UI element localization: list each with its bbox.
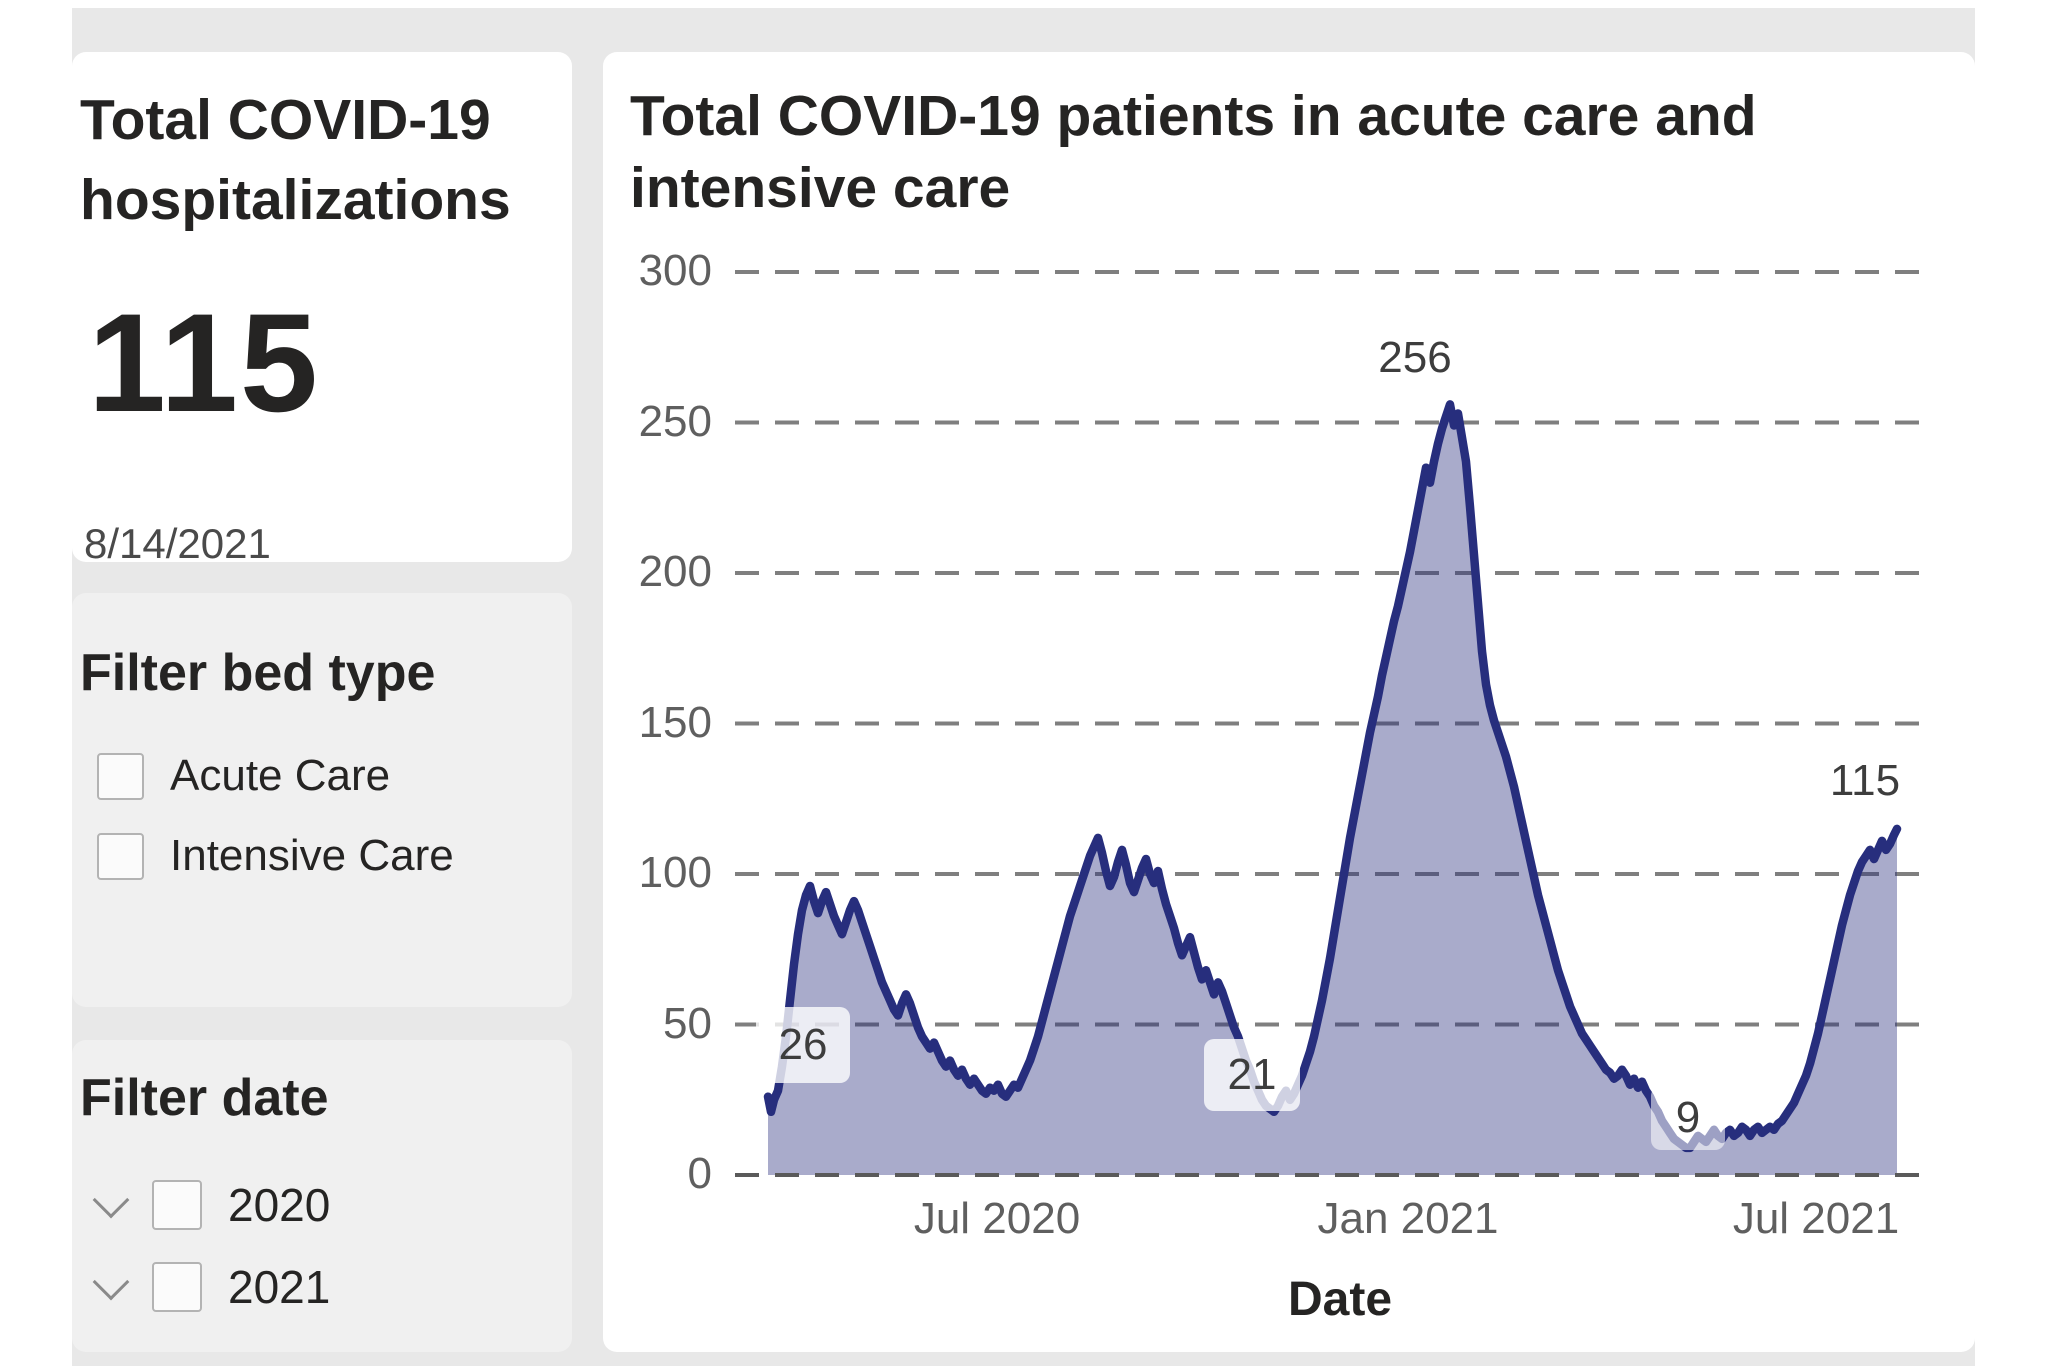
- checkbox-label: 2020: [228, 1179, 331, 1231]
- slicer-bed-type-heading: Filter bed type: [80, 644, 436, 702]
- slicer-option-2020[interactable]: 2020: [92, 1178, 330, 1232]
- area-fill: [768, 404, 1897, 1175]
- slicer-option-intensive-care[interactable]: Intensive Care: [97, 831, 454, 881]
- checkbox-intensive-care[interactable]: [97, 832, 144, 880]
- chart-title: Total COVID-19 patients in acute care an…: [630, 84, 1757, 220]
- slicer-option-acute-care[interactable]: Acute Care: [97, 751, 390, 801]
- kpi-date: 8/14/2021: [84, 520, 271, 567]
- slicer-date: Filter date 2020 2021: [72, 1040, 572, 1352]
- checkbox-label: Acute Care: [170, 751, 391, 800]
- checkbox-label: Intensive Care: [170, 831, 454, 880]
- slicer-bed-type: Filter bed type Acute Care Intensive Car…: [72, 593, 572, 1007]
- kpi-card-total-hospitalizations[interactable]: Total COVID-19 hospitalizations 115 8/14…: [72, 52, 572, 567]
- checkbox-2020[interactable]: [152, 1180, 202, 1230]
- slicer-option-2021[interactable]: 2021: [92, 1260, 330, 1314]
- checkbox-acute-care[interactable]: [97, 752, 144, 800]
- checkbox-label: 2021: [228, 1261, 331, 1313]
- checkbox-2021[interactable]: [152, 1262, 202, 1312]
- slicer-date-heading: Filter date: [80, 1069, 329, 1127]
- kpi-card-title: Total COVID-19 hospitalizations: [80, 88, 511, 232]
- kpi-value: 115: [88, 284, 320, 441]
